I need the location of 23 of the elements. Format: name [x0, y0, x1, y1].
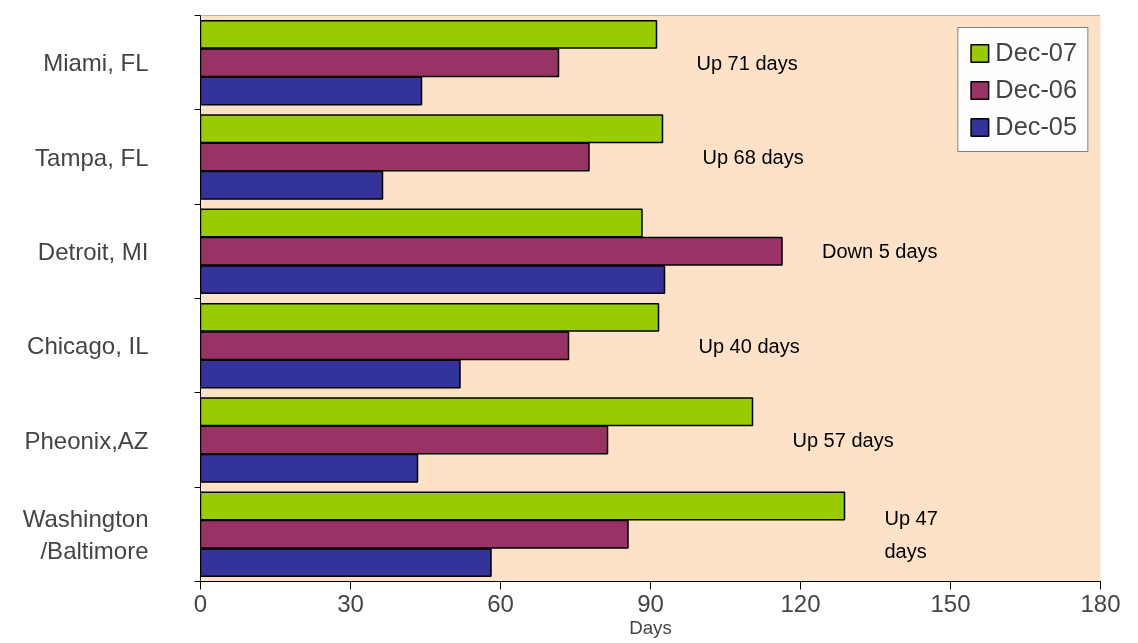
annotation: Up 68 days — [702, 146, 804, 168]
annotation: Up 57 days — [792, 429, 894, 451]
x-tick-label: 120 — [780, 589, 821, 617]
annotation: Down 5 days — [822, 240, 938, 263]
annotation: Up 40 days — [698, 334, 800, 357]
annotation: Up 47 days — [884, 506, 938, 562]
y-tick-label: Chicago, IL — [27, 332, 149, 360]
x-axis-title: Days — [629, 616, 672, 638]
y-tick-label: Pheonix,AZ — [24, 426, 149, 454]
y-tick-label: Washington /Baltimore — [22, 504, 149, 565]
annotation: Up 71 days — [696, 51, 798, 74]
x-tick-label: 150 — [930, 589, 971, 617]
y-tick-label: Detroit, MI — [37, 237, 149, 265]
x-tick-label: 30 — [337, 589, 364, 617]
legend-label: Dec-05 — [995, 112, 1077, 141]
x-tick-label: 60 — [487, 589, 514, 617]
y-tick-label: Miami, FL — [43, 49, 149, 77]
legend-label: Dec-07 — [995, 38, 1077, 67]
x-tick-label: 180 — [1080, 589, 1121, 617]
y-tick-label: Tampa, FL — [35, 143, 149, 171]
legend-label: Dec-06 — [995, 75, 1077, 104]
x-tick-label: 0 — [193, 589, 208, 617]
x-tick-label: 90 — [637, 589, 664, 617]
